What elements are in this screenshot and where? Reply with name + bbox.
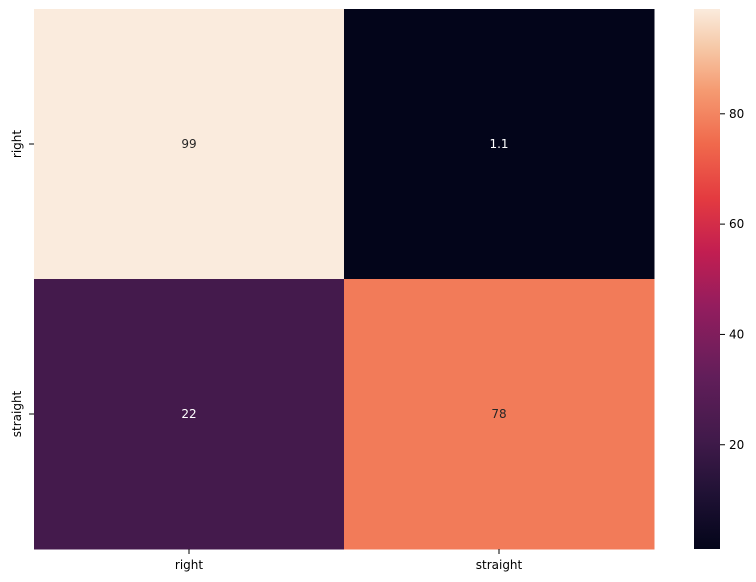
colorbar-gradient (694, 9, 720, 549)
x-tick-label: right (175, 558, 203, 572)
colorbar-tick-label: 40 (729, 327, 744, 341)
heatmap-cell-0-1 (344, 9, 655, 280)
colorbar-tick-label: 20 (729, 438, 744, 452)
heatmap-cells (34, 9, 655, 550)
heatmap-cell-0-0 (34, 9, 345, 280)
y-tick-label: right (10, 130, 24, 158)
colorbar-tick-label: 60 (729, 217, 744, 231)
x-tick-label: straight (476, 558, 523, 572)
x-axis: right straight (175, 549, 523, 572)
cell-value-label-0-1: 1.1 (489, 137, 508, 151)
y-axis: right straight (10, 130, 34, 437)
colorbar-tick-label: 80 (729, 107, 744, 121)
heatmap-cell-labels: 99 1.1 22 78 (181, 137, 508, 421)
cell-value-label-1-0: 22 (181, 407, 196, 421)
cell-value-label-1-1: 78 (491, 407, 506, 421)
y-tick-label: straight (10, 390, 24, 437)
heatmap-cell-1-0 (34, 279, 345, 550)
heatmap-cell-1-1 (344, 279, 655, 550)
colorbar: 20 40 60 80 (694, 9, 744, 549)
cell-value-label-0-0: 99 (181, 137, 196, 151)
